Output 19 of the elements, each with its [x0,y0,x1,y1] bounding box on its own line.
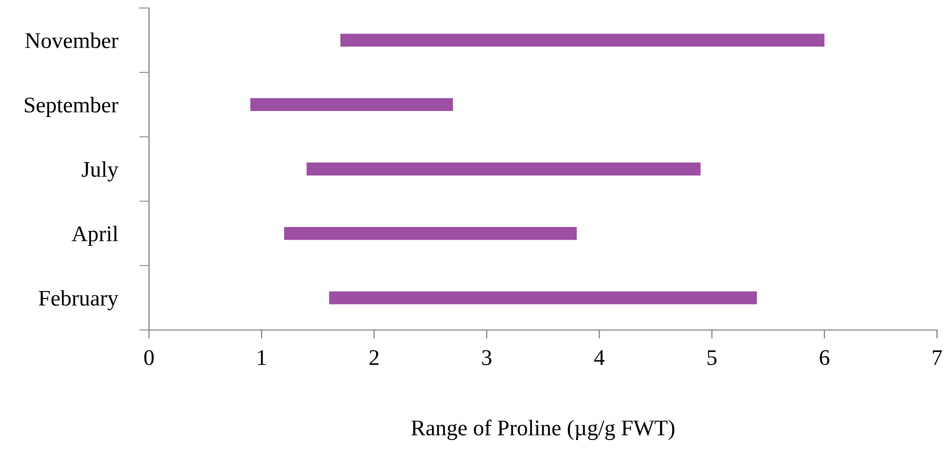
x-tick-label: 2 [370,350,378,365]
x-tick-label: 1 [258,350,266,365]
x-tick-label: 3 [482,350,492,366]
y-tick-label: February [38,290,118,310]
x-tick-label: 7 [932,350,942,365]
y-tick-label: September [24,96,118,118]
bar [284,226,577,240]
x-tick-label: 6 [820,350,830,366]
y-tick-label: April [72,226,118,246]
x-tick-label: 0 [144,350,154,366]
bar [329,291,757,304]
x-tick-label: 4 [594,350,604,365]
x-axis-title: Range of Proline (µg/g FWT) [411,420,674,440]
y-tick-label: November [25,32,118,48]
y-tick-label: July [82,161,118,182]
bar [306,162,701,176]
bar [250,98,453,112]
bar [340,34,824,47]
x-tick-label: 5 [708,350,717,366]
